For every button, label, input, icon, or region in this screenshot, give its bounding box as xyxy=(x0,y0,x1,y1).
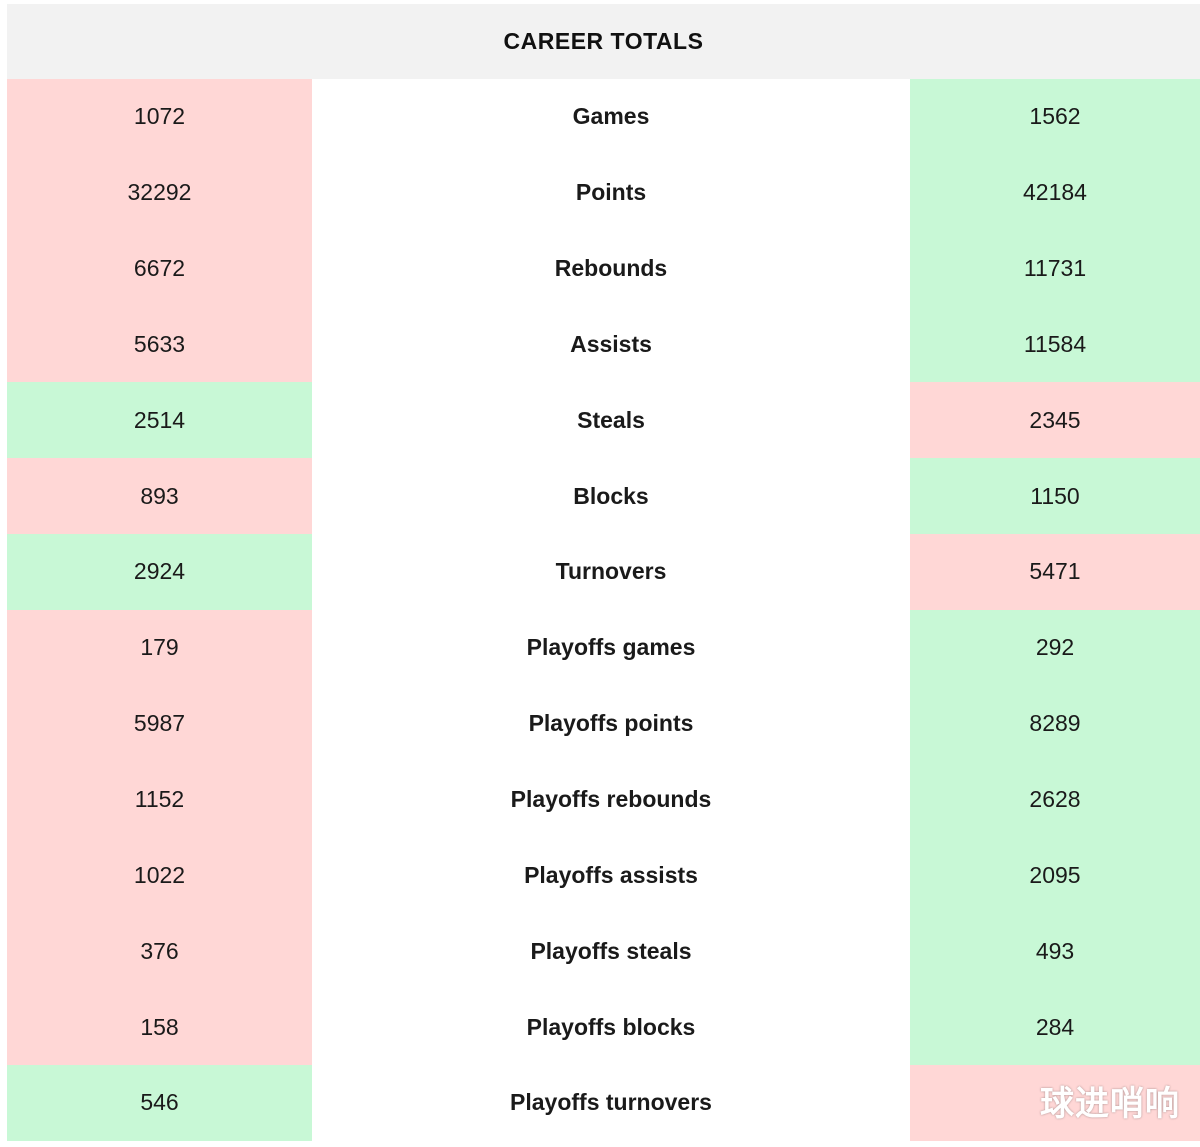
left-player-value: 546 xyxy=(7,1064,312,1141)
stat-label: Blocks xyxy=(312,458,910,535)
table-row: 179 Playoffs games 292 xyxy=(7,609,1200,686)
right-player-value: 2628 xyxy=(910,761,1200,838)
left-player-value: 158 xyxy=(7,989,312,1065)
stat-label: Playoffs turnovers xyxy=(312,1064,910,1141)
stat-label: Games xyxy=(312,79,910,155)
stat-label: Playoffs blocks xyxy=(312,989,910,1065)
table-row: 32292 Points 42184 xyxy=(7,154,1200,231)
table-row: 2924 Turnovers 5471 xyxy=(7,534,1200,610)
table-row: 893 Blocks 1150 xyxy=(7,458,1200,535)
left-player-value: 32292 xyxy=(7,154,312,231)
left-player-value: 2514 xyxy=(7,382,312,459)
table-row: 376 Playoffs steals 493 xyxy=(7,913,1200,990)
table-body: 1072 Games 1562 32292 Points 42184 6672 Rebound… xyxy=(7,79,1200,1141)
table-row: 1022 Playoffs assists 2095 xyxy=(7,837,1200,914)
table-row: 5633 Assists 11584 xyxy=(7,306,1200,383)
right-player-value: 11584 xyxy=(910,306,1200,383)
right-player-value: 5471 xyxy=(910,534,1200,610)
stat-label: Rebounds xyxy=(312,230,910,307)
right-player-value: 1562 xyxy=(910,79,1200,155)
right-player-value: 2095 xyxy=(910,837,1200,914)
left-player-value: 376 xyxy=(7,913,312,990)
stat-label: Playoffs rebounds xyxy=(312,761,910,838)
table-row: 2514 Steals 2345 xyxy=(7,382,1200,459)
right-player-value: 284 xyxy=(910,989,1200,1065)
table-row: 158 Playoffs blocks 284 xyxy=(7,989,1200,1065)
stat-label: Points xyxy=(312,154,910,231)
stat-label: Playoffs assists xyxy=(312,837,910,914)
table-row: 1072 Games 1562 xyxy=(7,79,1200,155)
table-header: CAREER TOTALS xyxy=(7,4,1200,79)
table-row: 5987 Playoffs points 8289 xyxy=(7,685,1200,762)
right-player-value: 292 xyxy=(910,609,1200,686)
left-player-value: 893 xyxy=(7,458,312,535)
left-player-value: 1022 xyxy=(7,837,312,914)
right-player-value: 493 xyxy=(910,913,1200,990)
left-player-value: 2924 xyxy=(7,534,312,610)
left-player-value: 1072 xyxy=(7,79,312,155)
left-player-value: 179 xyxy=(7,609,312,686)
stat-label: Steals xyxy=(312,382,910,459)
stat-label: Playoffs games xyxy=(312,609,910,686)
right-player-value: 8289 xyxy=(910,685,1200,762)
table-row: 1152 Playoffs rebounds 2628 xyxy=(7,761,1200,838)
table-row: 546 Playoffs turnovers xyxy=(7,1064,1200,1141)
career-totals-table: CAREER TOTALS 1072 Games 1562 32292 Points 42… xyxy=(7,4,1200,1141)
stat-label: Playoffs steals xyxy=(312,913,910,990)
left-player-value: 6672 xyxy=(7,230,312,307)
left-player-value: 5633 xyxy=(7,306,312,383)
stat-label: Turnovers xyxy=(312,534,910,610)
table-title: CAREER TOTALS xyxy=(503,28,704,54)
right-player-value: 1150 xyxy=(910,458,1200,535)
right-player-value xyxy=(910,1064,1200,1141)
left-player-value: 1152 xyxy=(7,761,312,838)
watermark-logo: 球进哨响 xyxy=(1040,1084,1180,1124)
right-player-value: 2345 xyxy=(910,382,1200,459)
right-player-value: 42184 xyxy=(910,154,1200,231)
right-player-value: 11731 xyxy=(910,230,1200,307)
table-row: 6672 Rebounds 11731 xyxy=(7,230,1200,307)
left-player-value: 5987 xyxy=(7,685,312,762)
stat-label: Assists xyxy=(312,306,910,383)
stat-label: Playoffs points xyxy=(312,685,910,762)
